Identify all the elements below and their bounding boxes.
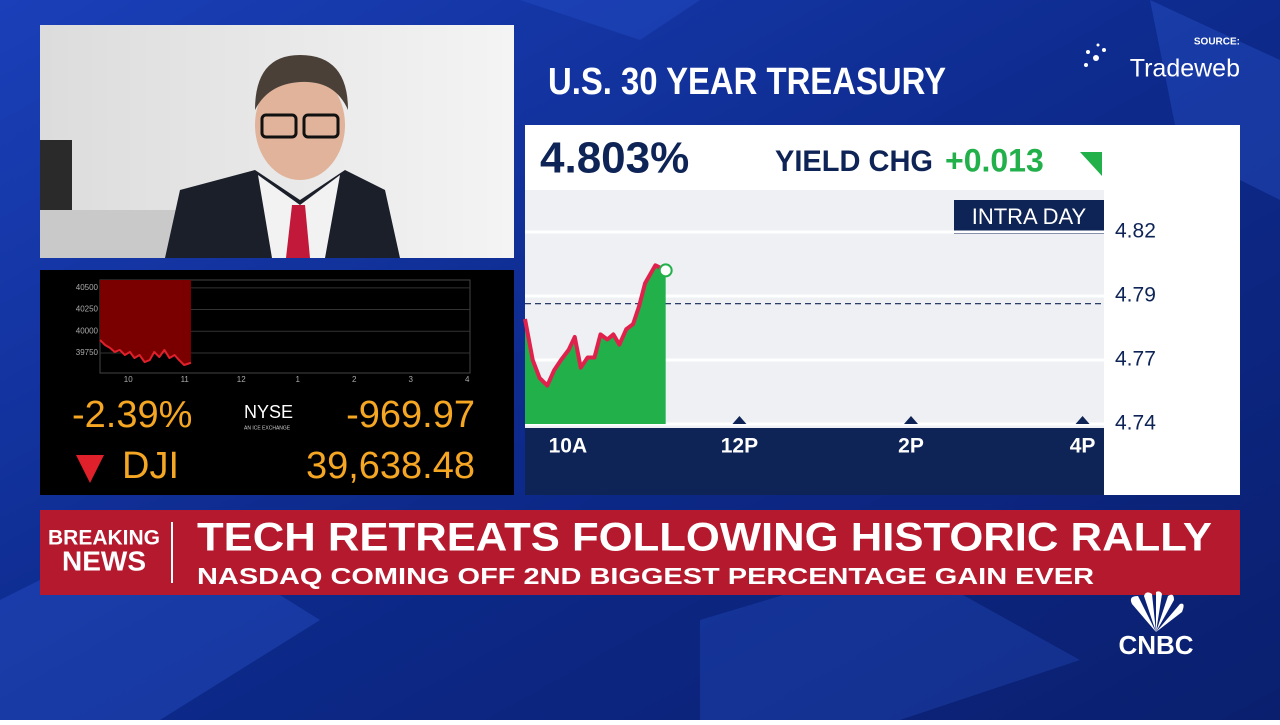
x-tick-label: 4 <box>465 375 470 384</box>
news-tag: NEWS <box>62 545 146 576</box>
video-feed <box>40 25 514 258</box>
y-tick-label: 40500 <box>76 283 99 292</box>
last-point <box>658 263 673 278</box>
y-tick-label: 40250 <box>76 305 99 314</box>
source-logo <box>1084 43 1106 67</box>
y-tick-label: 4.74 <box>1115 412 1156 435</box>
y-tick-label: 4.82 <box>1115 220 1156 243</box>
x-tick-label: 12 <box>237 375 246 384</box>
down-arrow <box>76 455 104 483</box>
yield-chg-label: YIELD CHG <box>775 145 933 178</box>
dji-change: -969.97 <box>346 394 475 436</box>
x-tick-label: 11 <box>181 375 190 384</box>
source-name: Tradeweb <box>1130 55 1240 83</box>
x-tick-label: 4P <box>1070 435 1096 458</box>
treasury-chart: 4.82 4.79 4.77 4.74 10A 12P 2P 4P <box>523 220 1156 458</box>
x-tick-label: 10 <box>124 375 133 384</box>
x-tick-label: 10A <box>549 435 588 458</box>
yield-chg: +0.013 <box>945 142 1044 178</box>
y-tick-label: 40000 <box>76 326 99 335</box>
x-tick-mark <box>904 416 918 424</box>
y-tick-label: 4.79 <box>1115 284 1156 307</box>
line <box>99 339 192 367</box>
subheadline: NASDAQ COMING OFF 2ND BIGGEST PERCENTAGE… <box>197 563 1094 589</box>
x-tick-mark <box>1075 416 1090 424</box>
peacock <box>1130 591 1184 632</box>
badge: INTRA DAY <box>972 204 1087 229</box>
x-tick-label: 1 <box>295 375 300 384</box>
exchange-name: NYSE <box>244 402 293 422</box>
yield-value: 4.803% <box>540 134 689 183</box>
network-logo: CNBC <box>1118 630 1193 660</box>
treasury-x-band <box>525 428 1104 495</box>
y-tick-label: 39750 <box>76 348 99 357</box>
x-tick-label: 2 <box>352 375 357 384</box>
x-tick-mark <box>732 416 747 424</box>
dji-percent: -2.39% <box>72 394 192 436</box>
banner <box>40 510 1240 595</box>
dji-price: 39,638.48 <box>306 445 475 487</box>
headline: TECH RETREATS FOLLOWING HISTORIC RALLY <box>197 516 1212 560</box>
area <box>525 265 666 424</box>
breaking-tag: BREAKING <box>48 527 160 550</box>
line <box>523 263 667 388</box>
y-tick-label: 4.77 <box>1115 348 1156 371</box>
area <box>100 280 191 366</box>
source-label: SOURCE: <box>1194 37 1240 48</box>
x-tick-label: 2P <box>898 435 924 458</box>
x-tick-label: 12P <box>721 435 758 458</box>
exchange-sub: AN ICE EXCHANGE <box>244 425 291 431</box>
badge-bg <box>954 200 1104 234</box>
treasury-title: U.S. 30 YEAR TREASURY <box>548 61 946 103</box>
x-tick-label: 3 <box>408 375 413 384</box>
up-indicator <box>1080 152 1102 176</box>
dji-symbol: DJI <box>122 445 179 487</box>
